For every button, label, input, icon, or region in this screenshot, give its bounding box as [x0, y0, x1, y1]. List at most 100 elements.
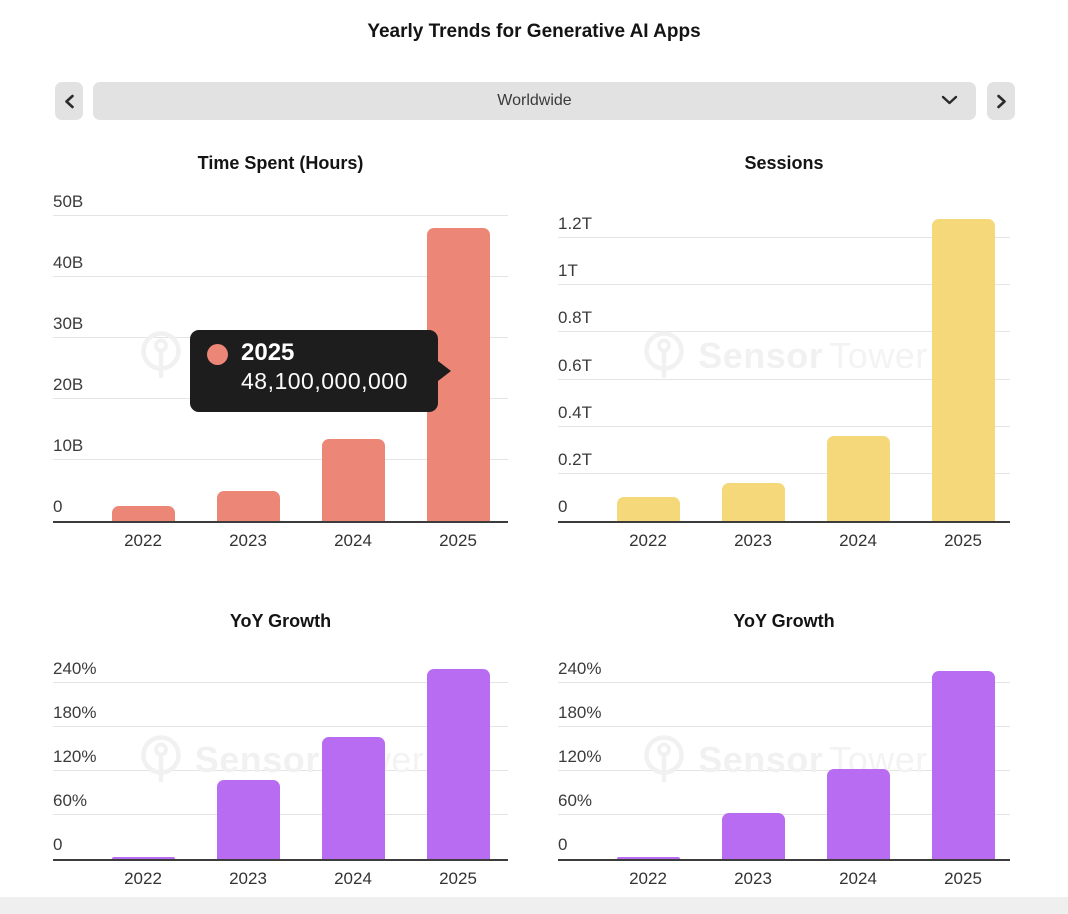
bar-sessions-2024[interactable]: [826, 436, 890, 521]
tooltip-arrow: [438, 361, 451, 381]
gridline-60%: [558, 814, 1010, 815]
gridline-1.2T: [558, 237, 1010, 238]
bar-yoy-growth-sessions-2024[interactable]: [826, 768, 890, 859]
y-axis-label-0: 0: [558, 835, 568, 854]
x-axis-label-2022: 2022: [124, 531, 162, 550]
y-axis-label-0: 0: [558, 497, 568, 516]
chart-plot-yoy-growth-sessions: Sensor Tower 0 60% 120% 180% 240%: [558, 659, 1010, 861]
region-selector-value: Worldwide: [497, 92, 572, 109]
y-axis-label-180%: 180%: [53, 703, 97, 722]
region-selector[interactable]: Worldwide: [93, 82, 976, 120]
y-axis-label-0.4T: 0.4T: [558, 402, 593, 422]
x-axis-label-2023: 2023: [734, 531, 772, 550]
gridline-180%: [53, 726, 508, 727]
bar-sessions-2023[interactable]: [721, 483, 785, 521]
next-region-button[interactable]: [987, 82, 1015, 120]
y-axis-label-60%: 60%: [558, 791, 593, 810]
y-axis-label-60%: 60%: [53, 791, 88, 810]
bar-yoy-growth-time-spent-2025[interactable]: [426, 669, 490, 859]
chart-plot-sessions: Sensor Tower 0 0.2T 0.4T 0.6T 0.8T 1T 1.2T: [558, 190, 1010, 523]
bar-yoy-growth-time-spent-2024[interactable]: [321, 737, 385, 859]
chart-panel-yoy-growth-sessions: YoY Growth Sensor Tower 0 60% 120% 180% 240% 2…: [558, 608, 1010, 901]
x-axis-label-2024: 2024: [839, 531, 877, 550]
chevron-left-icon: [64, 94, 74, 108]
chart-title-yoy-growth-sessions: YoY Growth: [733, 611, 835, 631]
gridline-120%: [558, 770, 1010, 771]
x-axis-label-2022: 2022: [629, 531, 667, 550]
y-axis-label-1T: 1T: [558, 261, 578, 281]
gridline-1T: [558, 284, 1010, 286]
bar-sessions-2022[interactable]: [616, 497, 680, 521]
x-axis-label-2025: 2025: [439, 869, 477, 888]
x-axis-label-2024: 2024: [334, 869, 372, 888]
y-axis-label-50B: 50B: [53, 192, 84, 211]
bar-yoy-growth-sessions-2022[interactable]: [616, 857, 680, 859]
watermark-brand-bold: Sensor: [698, 739, 824, 780]
y-axis-label-120%: 120%: [53, 747, 97, 766]
y-axis-label-0.6T: 0.6T: [558, 355, 593, 375]
y-axis-label-0: 0: [53, 497, 63, 516]
x-axis-label-2025: 2025: [439, 531, 477, 550]
gridline-50B: [53, 215, 508, 216]
tooltip: 2025 48,100,000,000: [190, 330, 451, 412]
chart-panel-yoy-growth-time-spent: YoY Growth Sensor Tower060%120%180%240%2…: [53, 608, 508, 901]
bar-time-spent-2022[interactable]: [111, 506, 175, 521]
gridline-60%: [53, 814, 508, 815]
chevron-right-icon: [996, 94, 1006, 108]
y-axis-label-0.8T: 0.8T: [558, 308, 593, 328]
bar-time-spent-2023[interactable]: [216, 490, 280, 521]
watermark-brand-bold: Sensor: [194, 739, 320, 780]
chart-title-yoy-growth-time-spent: YoY Growth: [229, 611, 332, 631]
tooltip-year: 2025: [241, 339, 295, 366]
y-axis-label-120%: 120%: [558, 747, 602, 766]
x-axis-label-2022: 2022: [629, 869, 667, 888]
gridline-0.8T: [558, 331, 1010, 333]
bar-time-spent-2024[interactable]: [321, 439, 385, 521]
page-title: Yearly Trends for Generative AI Apps: [367, 21, 701, 42]
gridline-0.4T: [558, 425, 1010, 427]
bar-sessions-2025[interactable]: [931, 219, 995, 521]
bar-yoy-growth-time-spent-2023[interactable]: [216, 779, 280, 859]
x-axis-label-2025: 2025: [944, 869, 982, 888]
tooltip-value: 48,100,000,000: [241, 368, 408, 394]
gridline-180%: [558, 726, 1010, 727]
y-axis-label-40B: 40B: [53, 253, 84, 272]
gridline-120%: [53, 770, 508, 771]
chart-title-time-spent: Time Spent (Hours): [197, 153, 364, 173]
watermark-brand-light: Tower: [829, 334, 928, 376]
x-axis-label-2024: 2024: [334, 531, 372, 550]
x-axis-label-2023: 2023: [734, 869, 772, 888]
tooltip-series-dot: [207, 344, 228, 365]
gridline-0.6T: [558, 378, 1010, 380]
gridline-10B: [53, 459, 508, 460]
prev-region-button[interactable]: [55, 82, 83, 120]
sensor-tower-logo-icon: [644, 735, 684, 782]
chart-title-sessions: Sessions: [744, 153, 824, 173]
bar-yoy-growth-time-spent-2022[interactable]: [111, 857, 175, 859]
x-axis-label-2023: 2023: [229, 531, 267, 550]
y-axis-label-10B: 10B: [53, 436, 84, 455]
y-axis-label-30B: 30B: [53, 314, 84, 333]
gridline-240%: [558, 682, 1010, 683]
gridline-0.2T: [558, 472, 1010, 474]
sensor-tower-logo-icon: [644, 330, 684, 378]
page-footer-strip: [0, 897, 1068, 914]
y-axis-label-240%: 240%: [558, 659, 602, 678]
watermark-brand-bold: Sensor: [698, 334, 824, 376]
y-axis-label-1.2T: 1.2T: [558, 214, 593, 233]
x-axis-label-2023: 2023: [229, 869, 267, 888]
y-axis-label-0.2T: 0.2T: [558, 449, 593, 469]
chart-panel-sessions: Sessions Sensor Tower 0 0.2T 0.4T 0.6T 0.8T 1T…: [558, 150, 1010, 563]
x-axis-label-2024: 2024: [839, 869, 877, 888]
y-axis-label-180%: 180%: [558, 703, 602, 722]
x-axis-label-2022: 2022: [124, 869, 162, 888]
x-axis-label-2025: 2025: [944, 531, 982, 550]
y-axis-label-0: 0: [53, 835, 63, 854]
y-axis-label-240%: 240%: [53, 659, 97, 678]
bar-yoy-growth-sessions-2023[interactable]: [721, 812, 785, 859]
gridline-240%: [53, 682, 508, 683]
bar-yoy-growth-sessions-2025[interactable]: [931, 671, 995, 859]
sensor-tower-logo-icon: [140, 735, 181, 782]
